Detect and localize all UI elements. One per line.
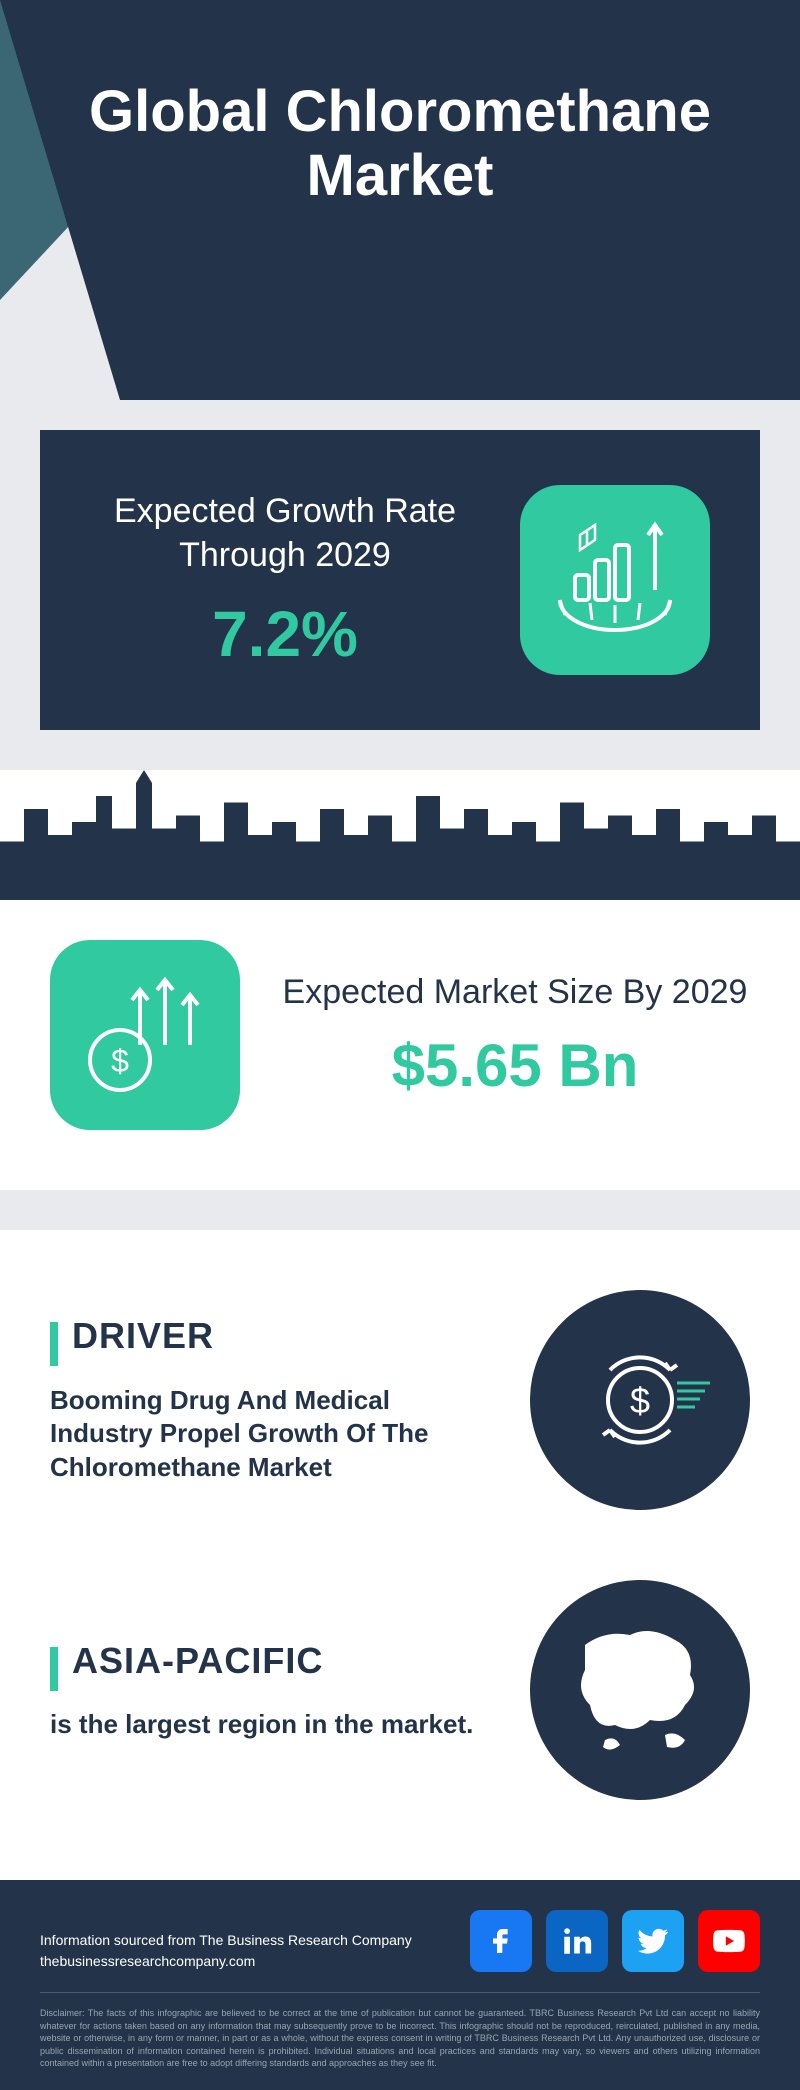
city-skyline-icon — [0, 770, 800, 900]
linkedin-icon[interactable] — [546, 1910, 608, 1972]
growth-label: Expected Growth Rate Through 2029 — [90, 489, 480, 577]
region-heading-group: ASIA-PACIFIC — [50, 1640, 490, 1691]
title-line-1: Global Chloromethane — [89, 79, 711, 144]
region-heading: ASIA-PACIFIC — [72, 1640, 323, 1681]
twitter-icon[interactable] — [622, 1910, 684, 1972]
youtube-icon[interactable] — [698, 1910, 760, 1972]
region-description: is the largest region in the market. — [50, 1709, 490, 1740]
growth-text-group: Expected Growth Rate Through 2029 7.2% — [90, 489, 480, 671]
accent-bar — [50, 1647, 58, 1691]
infographic-container: Global Chloromethane Market Expected Gro… — [0, 0, 800, 2090]
svg-text:$: $ — [630, 1380, 650, 1421]
svg-text:$: $ — [111, 1043, 129, 1079]
accent-bar — [50, 1322, 58, 1366]
dollar-exchange-icon: $ — [530, 1290, 750, 1510]
title-line-2: Market — [307, 143, 494, 208]
facebook-icon[interactable] — [470, 1910, 532, 1972]
driver-row: DRIVER Booming Drug And Medical Industry… — [50, 1290, 750, 1510]
asia-pacific-map-icon — [530, 1580, 750, 1800]
driver-heading: DRIVER — [72, 1315, 214, 1356]
region-row: ASIA-PACIFIC is the largest region in th… — [50, 1580, 750, 1800]
footer: Information sourced from The Business Re… — [0, 1880, 800, 2090]
market-size-label: Expected Market Size By 2029 — [280, 970, 750, 1014]
info-section: DRIVER Booming Drug And Medical Industry… — [0, 1230, 800, 1880]
social-links — [470, 1910, 760, 1972]
market-text-group: Expected Market Size By 2029 $5.65 Bn — [280, 970, 750, 1099]
market-size-value: $5.65 Bn — [280, 1031, 750, 1100]
globe-bar-chart-icon — [520, 485, 710, 675]
growth-rate-block: Expected Growth Rate Through 2029 7.2% — [40, 430, 760, 730]
page-title: Global Chloromethane Market — [0, 80, 800, 208]
header-block: Global Chloromethane Market — [0, 0, 800, 400]
source-line-1: Information sourced from The Business Re… — [40, 1932, 412, 1948]
disclaimer-text: Disclaimer: The facts of this infographi… — [40, 2007, 760, 2070]
driver-description: Booming Drug And Medical Industry Propel… — [50, 1384, 490, 1485]
driver-heading-group: DRIVER — [50, 1315, 490, 1366]
market-size-block: $ Expected Market Size By 2029 $5.65 Bn — [0, 770, 800, 1190]
source-line-2: thebusinessresearchcompany.com — [40, 1953, 255, 1969]
source-text: Information sourced from The Business Re… — [40, 1930, 412, 1972]
dollar-arrows-up-icon: $ — [50, 940, 240, 1130]
growth-value: 7.2% — [90, 597, 480, 671]
